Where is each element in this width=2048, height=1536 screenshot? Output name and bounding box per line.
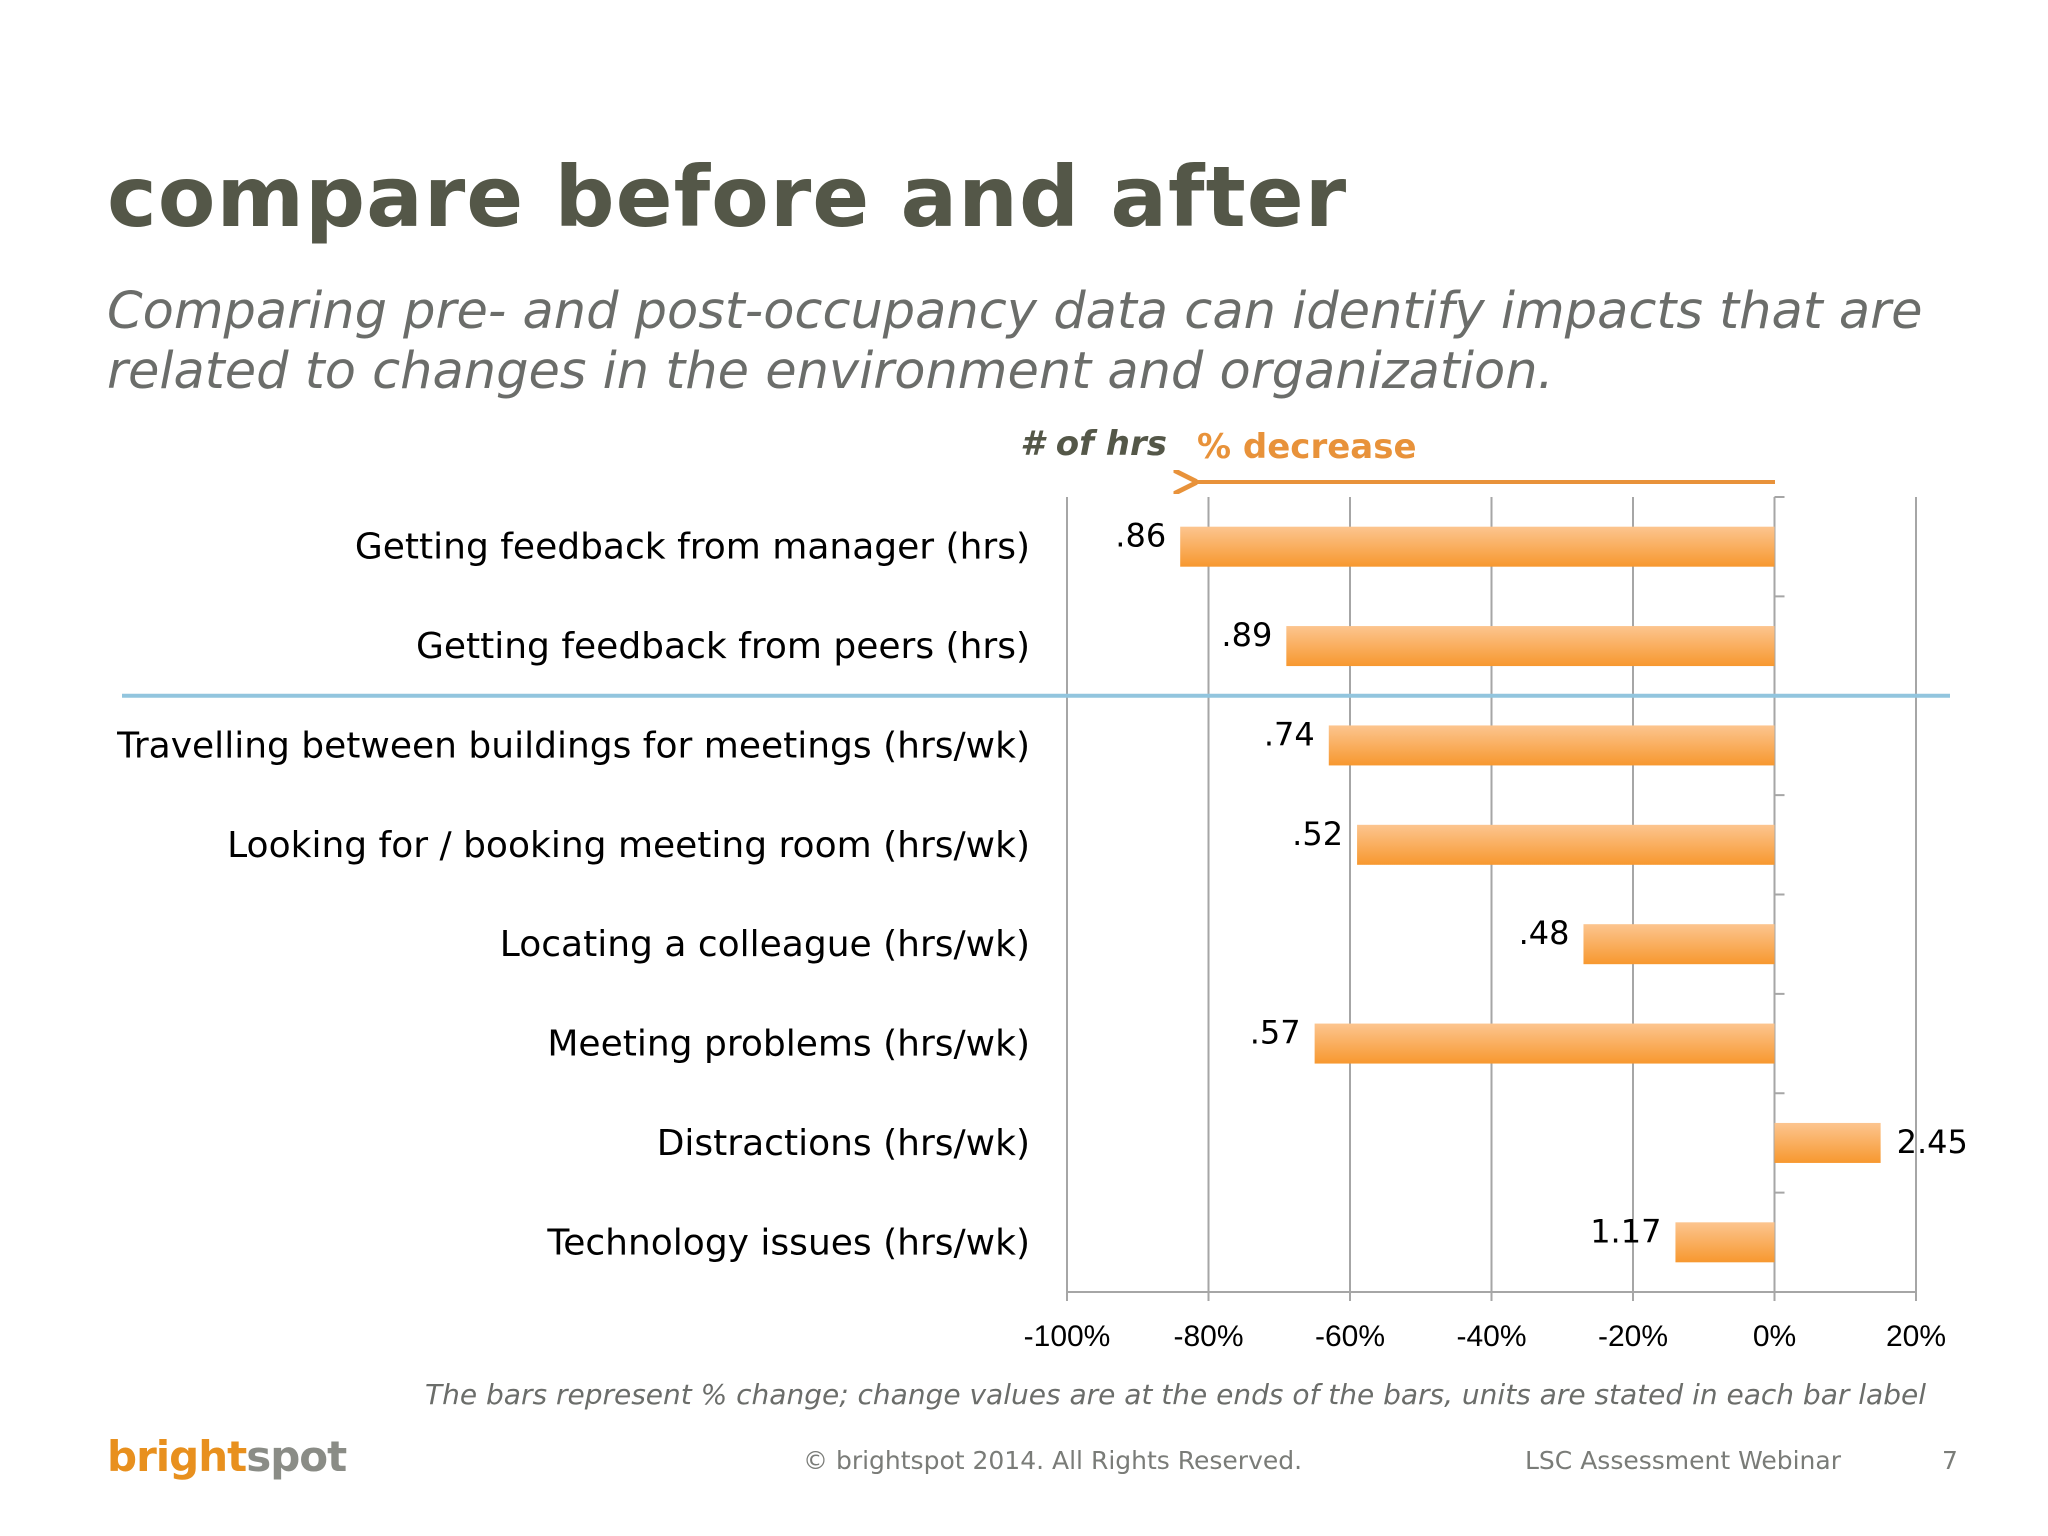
x-tick-label: 0% bbox=[1753, 1320, 1796, 1353]
bar bbox=[1583, 924, 1775, 965]
bar bbox=[1328, 725, 1775, 766]
hrs-header: # of hrs bbox=[1020, 424, 1167, 464]
chart-footnote: The bars represent % change; change valu… bbox=[425, 1378, 1926, 1411]
category-label: Locating a colleague (hrs/wk) bbox=[500, 924, 1030, 965]
page-number: 7 bbox=[1942, 1446, 1958, 1475]
x-tick-label: -60% bbox=[1315, 1320, 1385, 1353]
x-tick-label: -20% bbox=[1598, 1320, 1668, 1353]
data-label: .74 bbox=[1264, 715, 1315, 753]
x-tick-label: -80% bbox=[1173, 1320, 1243, 1353]
data-label: .89 bbox=[1221, 616, 1272, 654]
slide-title: compare before and after bbox=[107, 148, 1348, 246]
logo-bright-text: bright bbox=[107, 1432, 247, 1481]
bar bbox=[1357, 824, 1775, 865]
category-label: Getting feedback from manager (hrs) bbox=[355, 527, 1030, 568]
category-label: Technology issues (hrs/wk) bbox=[546, 1222, 1030, 1263]
bar bbox=[1314, 1023, 1775, 1064]
data-label: .48 bbox=[1519, 914, 1570, 952]
category-label: Meeting problems (hrs/wk) bbox=[547, 1024, 1030, 1065]
event-name: LSC Assessment Webinar bbox=[1525, 1446, 1842, 1475]
data-label: .57 bbox=[1250, 1014, 1301, 1052]
category-label: Getting feedback from peers (hrs) bbox=[416, 626, 1030, 667]
slide-subtitle: Comparing pre- and post-occupancy data c… bbox=[107, 282, 1923, 401]
category-label: Travelling between buildings for meeting… bbox=[116, 725, 1030, 766]
bar bbox=[1180, 526, 1775, 567]
data-label: .52 bbox=[1292, 815, 1343, 853]
data-label: 1.17 bbox=[1590, 1212, 1661, 1250]
copyright-text: © brightspot 2014. All Rights Reserved. bbox=[803, 1446, 1303, 1475]
decrease-header: % decrease bbox=[1197, 427, 1417, 467]
bar bbox=[1675, 1222, 1775, 1263]
x-tick-label: 20% bbox=[1886, 1320, 1946, 1353]
category-label: Looking for / booking meeting room (hrs/… bbox=[227, 825, 1030, 866]
data-label: .86 bbox=[1115, 517, 1166, 555]
logo-spot-text: spot bbox=[246, 1432, 347, 1481]
x-tick-label: -100% bbox=[1024, 1320, 1111, 1353]
bar bbox=[1774, 1122, 1881, 1163]
category-label: Distractions (hrs/wk) bbox=[657, 1123, 1030, 1164]
bar bbox=[1286, 626, 1775, 667]
brightspot-logo: brightspot bbox=[107, 1432, 347, 1481]
data-label: 2.45 bbox=[1897, 1123, 1968, 1161]
x-tick-label: -40% bbox=[1456, 1320, 1526, 1353]
